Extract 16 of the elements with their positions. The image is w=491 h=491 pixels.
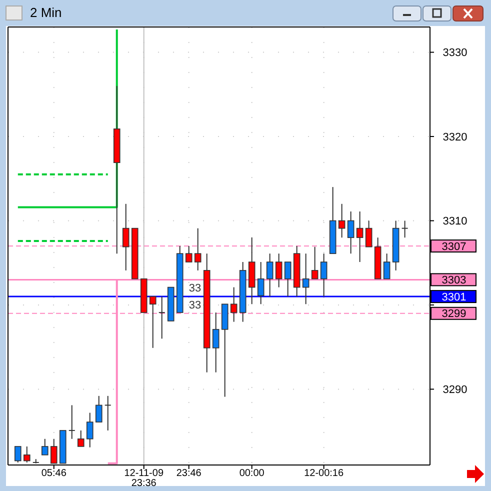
x-tick-label: 00:00 — [239, 468, 265, 479]
x-tick-label: 23:46 — [176, 468, 202, 479]
y-tick-label: 3310 — [442, 216, 468, 228]
chart-title: 2 Min — [30, 5, 62, 20]
ref-line-label: 3303 — [442, 274, 466, 287]
y-tick-label: 3290 — [442, 384, 468, 396]
ref-line-label: 3299 — [442, 308, 466, 320]
x-tick-label: 05:46 — [41, 468, 67, 479]
x-tick-label: 12-00:16 — [304, 468, 344, 479]
x-tick-label: 12-11-09 23:36 — [124, 468, 164, 489]
y-tick-label: 3320 — [442, 131, 468, 144]
y-tick-label: 3330 — [442, 47, 468, 60]
ref-line-label: 3301 — [442, 291, 466, 304]
annotation: 33 — [188, 299, 202, 312]
annotation: 33 — [188, 282, 202, 294]
ref-line-label: 3307 — [442, 240, 466, 253]
